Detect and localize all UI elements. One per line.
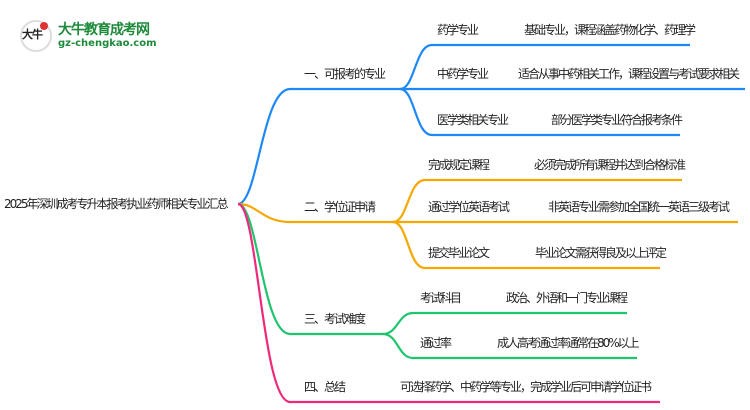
leaf-line: [392, 220, 660, 270]
leaf-desc: 部分医学类专业符合报考条件: [551, 113, 683, 127]
branch-1-connector: [237, 87, 400, 206]
leaf-line: [399, 43, 690, 91]
leaf-desc: 非英语专业需参加全国统一英语三级考试: [548, 200, 730, 214]
leaf-desc: 毕业论文需获得良及以上评定: [535, 246, 667, 260]
branch-1-label: 一、可报考的专业: [304, 67, 386, 81]
logo: 大牛 大牛教育成考网 gz-chengkao.com: [18, 18, 158, 54]
branch-4-label: 四、总结: [304, 380, 346, 394]
leaf-label: 通过率: [420, 336, 452, 350]
leaf-label: 医学类相关专业: [437, 113, 509, 127]
leaf-desc: 成人高考通过率通常在80%以上: [497, 336, 640, 350]
leaf-label: 完成规定课程: [428, 158, 490, 172]
branch-4-connector: [237, 202, 660, 404]
leaf-label: 考试科目: [420, 291, 462, 305]
leaf-line: [382, 311, 627, 336]
logo-mark: 大牛: [22, 28, 43, 41]
leaf-line: [392, 178, 682, 224]
leaf-label: 中药学专业: [437, 67, 489, 81]
branch-3-lines: [237, 202, 637, 360]
leaf-line: [399, 87, 680, 137]
branch-2-connector: [237, 202, 393, 224]
leaf-label: 提交毕业论文: [428, 246, 490, 260]
logo-name: 大牛教育成考网: [58, 22, 150, 38]
leaf-label: 通过学位英语考试: [428, 200, 510, 214]
logo-seal-icon: [40, 22, 48, 30]
leaf-desc: 政治、外语和一门专业课程: [506, 291, 628, 305]
leaf-line: [382, 332, 637, 360]
logo-url: gz-chengkao.com: [58, 38, 157, 49]
branch-4-lines: [237, 202, 660, 404]
branch-1-lines: [237, 43, 745, 206]
leaf-desc: 可选择药学、中药学等专业，完成学业后可申请学位证书: [400, 380, 652, 394]
leaf-desc: 基础专业，课程涵盖药物化学、药理学: [524, 23, 696, 37]
branch-2-label: 二、学位证申请: [304, 200, 376, 214]
branch-3-label: 三、考试难度: [304, 312, 366, 326]
logo-badge: [20, 20, 52, 52]
leaf-label: 药学专业: [437, 23, 479, 37]
branch-2-lines: [237, 178, 738, 270]
branch-3-connector: [237, 202, 383, 336]
leaf-desc: 适合从事中药相关工作，课程设置与考试要求相关: [518, 67, 740, 81]
leaf-desc: 必须完成所有课程并达到合格标准: [534, 158, 686, 172]
root-topic: 2025年深圳成考专升本报考执业药师相关专业汇总: [4, 197, 229, 211]
